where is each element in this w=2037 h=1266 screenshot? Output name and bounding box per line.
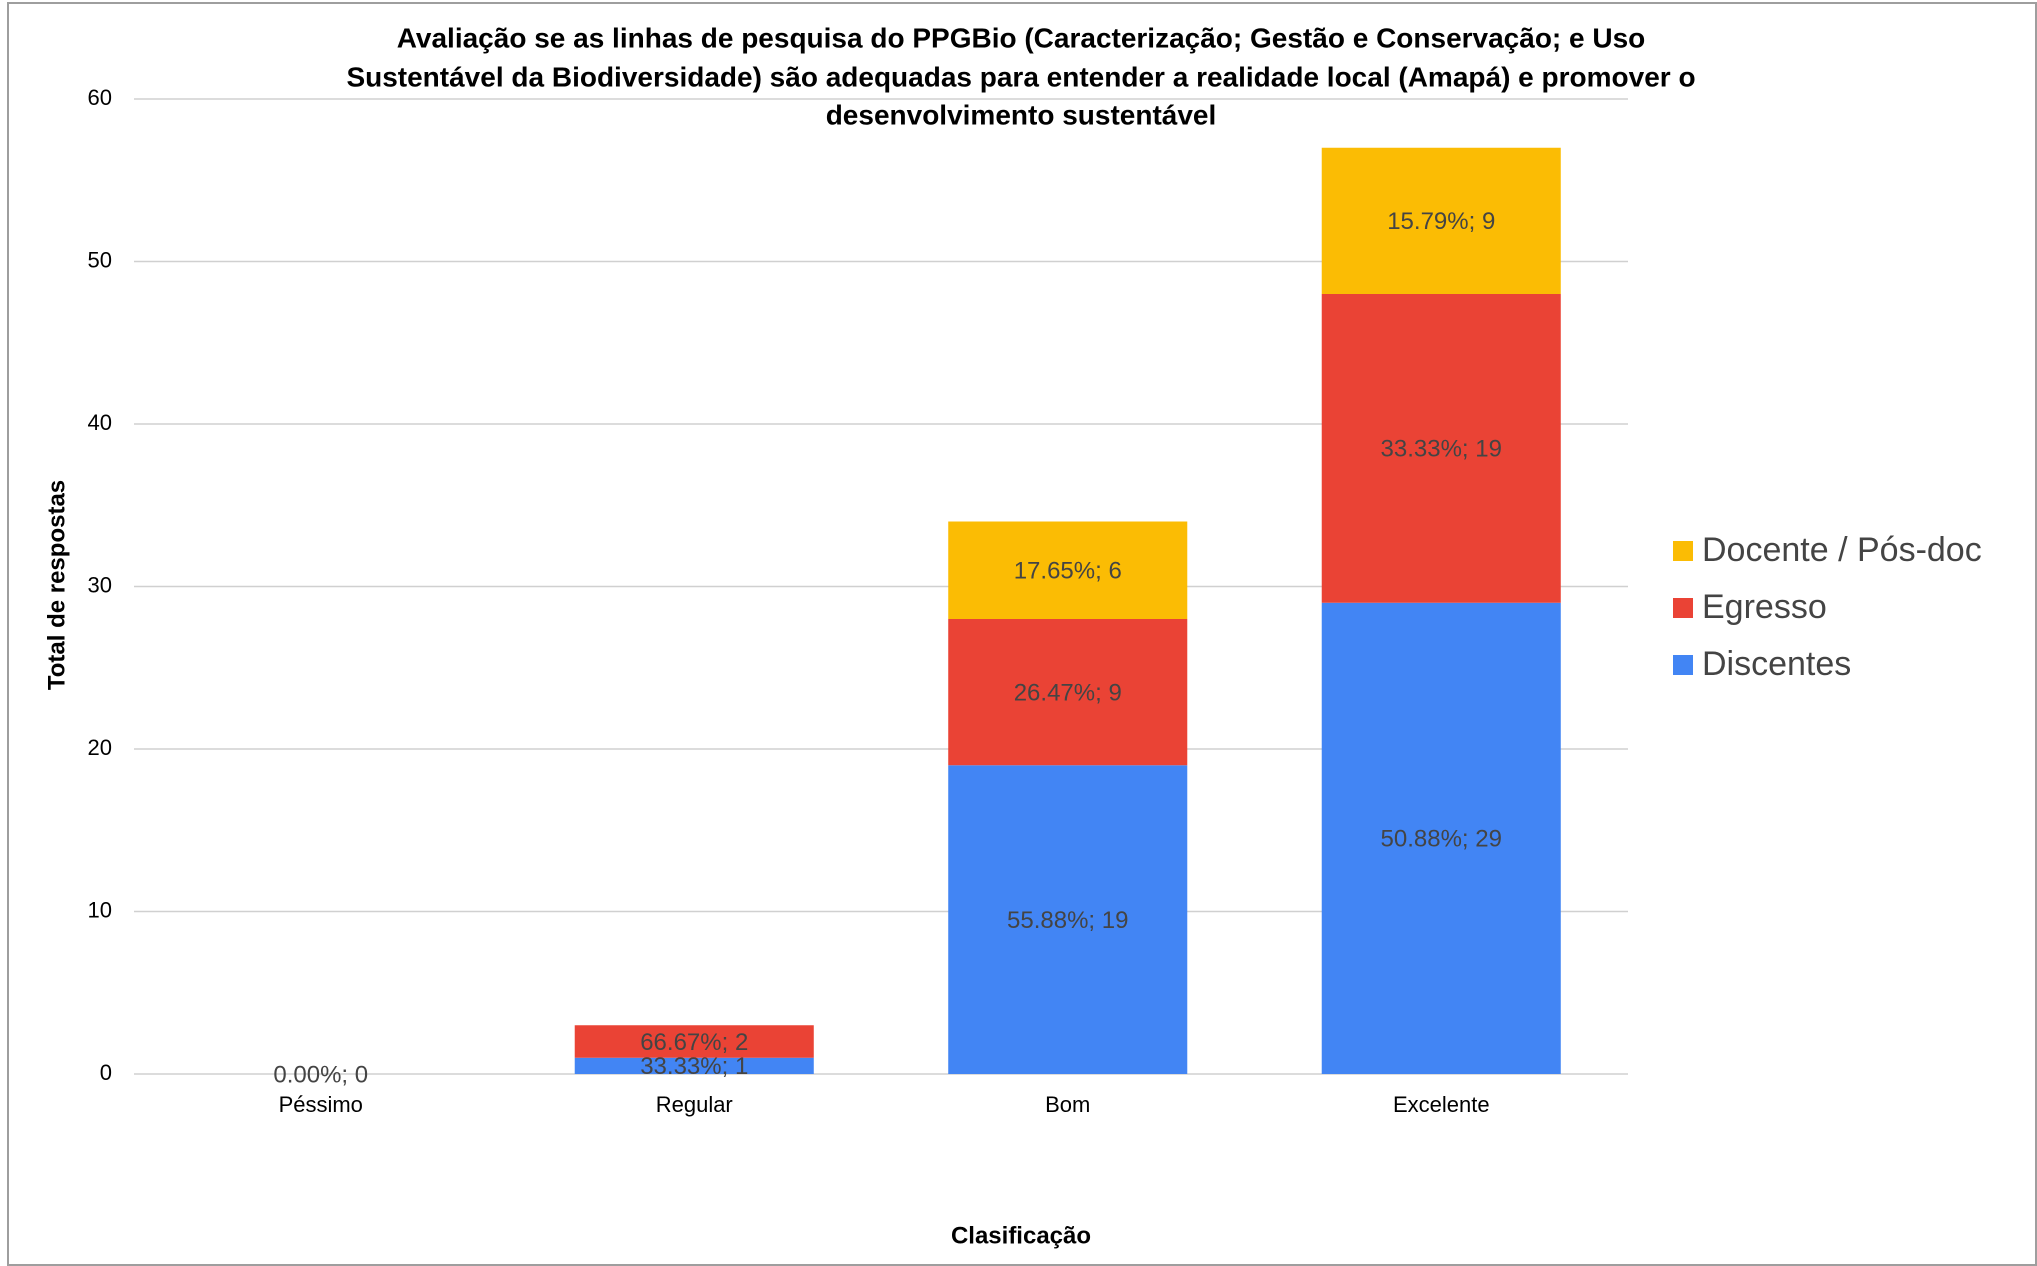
chart-title: desenvolvimento sustentável <box>826 99 1217 130</box>
y-tick-label: 10 <box>88 897 112 922</box>
bar-segment <box>948 619 1188 766</box>
x-tick-label: Péssimo <box>279 1092 363 1117</box>
data-label: 33.33%; 19 <box>1381 436 1502 463</box>
y-tick-label: 40 <box>88 410 112 435</box>
y-axis-label: Total de respostas <box>43 480 70 690</box>
bar-segment <box>948 521 1188 619</box>
legend-swatch <box>1673 655 1693 675</box>
legend-label: Docente / Pós-doc <box>1702 531 1982 569</box>
legend-label: Discentes <box>1702 645 1851 683</box>
legend-label: Egresso <box>1702 588 1827 626</box>
legend-swatch <box>1673 598 1693 618</box>
y-tick-label: 60 <box>88 85 112 110</box>
data-label: 0.00%; 0 <box>273 1061 368 1088</box>
bar-segment <box>1321 294 1561 603</box>
bar-segment <box>574 1025 814 1058</box>
y-tick-label: 20 <box>88 735 112 760</box>
data-label: 50.88%; 29 <box>1381 826 1502 853</box>
bar-segment <box>574 1057 814 1074</box>
legend-swatch <box>1673 541 1693 561</box>
bar-segment <box>1321 147 1561 294</box>
y-tick-label: 30 <box>88 572 112 597</box>
chart-title: Avaliação se as linhas de pesquisa do PP… <box>397 22 1646 53</box>
x-tick-label: Regular <box>656 1092 733 1117</box>
data-label: 15.79%; 9 <box>1387 208 1495 235</box>
chart-title: Sustentável da Biodiversidade) são adequ… <box>346 61 1695 92</box>
x-tick-label: Excelente <box>1393 1092 1490 1117</box>
y-tick-label: 0 <box>100 1060 112 1085</box>
data-label: 33.33%; 1 <box>640 1053 748 1080</box>
bar-segment <box>948 765 1188 1074</box>
x-axis-label: Clasificação <box>951 1222 1091 1249</box>
data-label: 17.65%; 6 <box>1014 558 1122 585</box>
y-tick-label: 50 <box>88 247 112 272</box>
x-tick-label: Bom <box>1045 1092 1090 1117</box>
data-label: 55.88%; 19 <box>1007 907 1128 934</box>
bar-segment <box>1321 602 1561 1074</box>
data-label: 66.67%; 2 <box>640 1029 748 1056</box>
data-label: 26.47%; 9 <box>1014 679 1122 706</box>
